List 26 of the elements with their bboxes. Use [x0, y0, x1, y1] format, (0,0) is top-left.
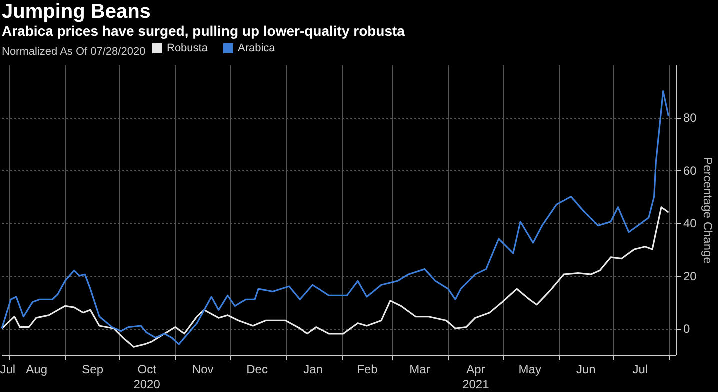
x-tick-label: Nov [192, 362, 214, 376]
y-tick-label: 20 [684, 269, 698, 284]
x-tick-label: Sep [82, 362, 104, 376]
x-tick-label: Jan [304, 362, 323, 376]
y-tick-label: 80 [684, 111, 698, 126]
chart-subtitle: Arabica prices have surged, pulling up lower-quality robusta [2, 23, 406, 39]
line-series [1, 206, 670, 348]
x-tick-label: Aug [26, 362, 48, 376]
y-axis-title: Percentage Change [700, 157, 715, 264]
x-tick-label: Apr 2021 [462, 362, 490, 392]
x-tick-label: May [518, 362, 542, 376]
x-tick-label: Feb [357, 362, 378, 376]
chart-title: Jumping Beans [2, 1, 151, 23]
line-series [1, 90, 670, 346]
x-tick-label: Dec [246, 362, 268, 376]
x-tick-label: Jun [576, 362, 596, 376]
x-tick-label: Oct 2020 [134, 362, 161, 392]
x-tick-label: Jul [0, 362, 16, 376]
legend-label: Arabica [238, 42, 276, 54]
legend-label: Robusta [167, 42, 209, 54]
y-tick-label: 40 [684, 216, 698, 231]
y-tick-label: 60 [684, 164, 698, 178]
x-tick-label: Mar [410, 362, 430, 376]
legend-title: Normalized As Of 07/28/2020 [2, 46, 146, 58]
x-tick-label: Jul [632, 362, 648, 376]
y-tick-label: 0 [684, 322, 690, 336]
